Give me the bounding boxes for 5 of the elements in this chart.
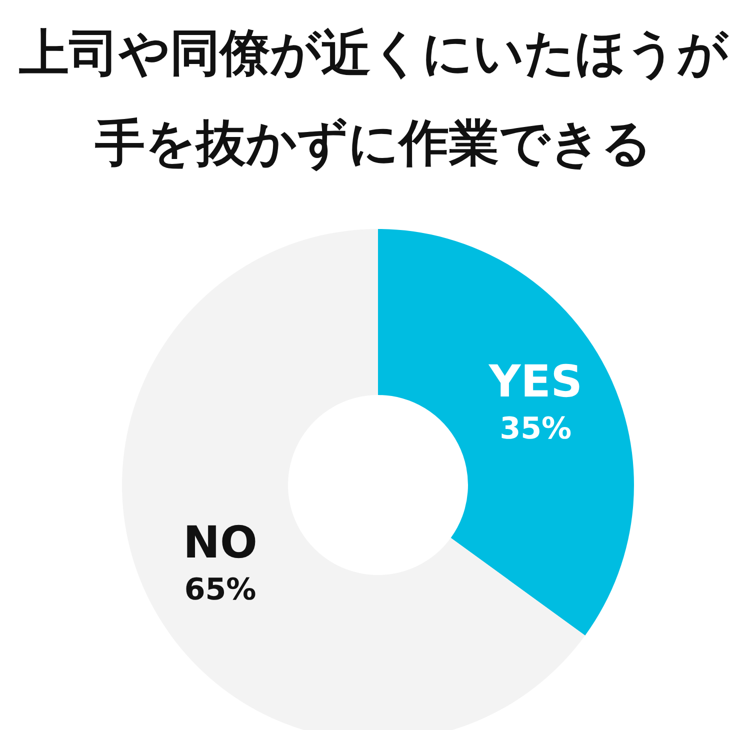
- slice-label: NO: [183, 517, 258, 568]
- data-label: 65%: [184, 572, 256, 608]
- chart-title: 上司や同僚が近くにいたほうが手を抜かずに作業できる: [18, 23, 730, 174]
- data-label: 35%: [500, 412, 572, 447]
- slice-label: YES: [488, 356, 583, 408]
